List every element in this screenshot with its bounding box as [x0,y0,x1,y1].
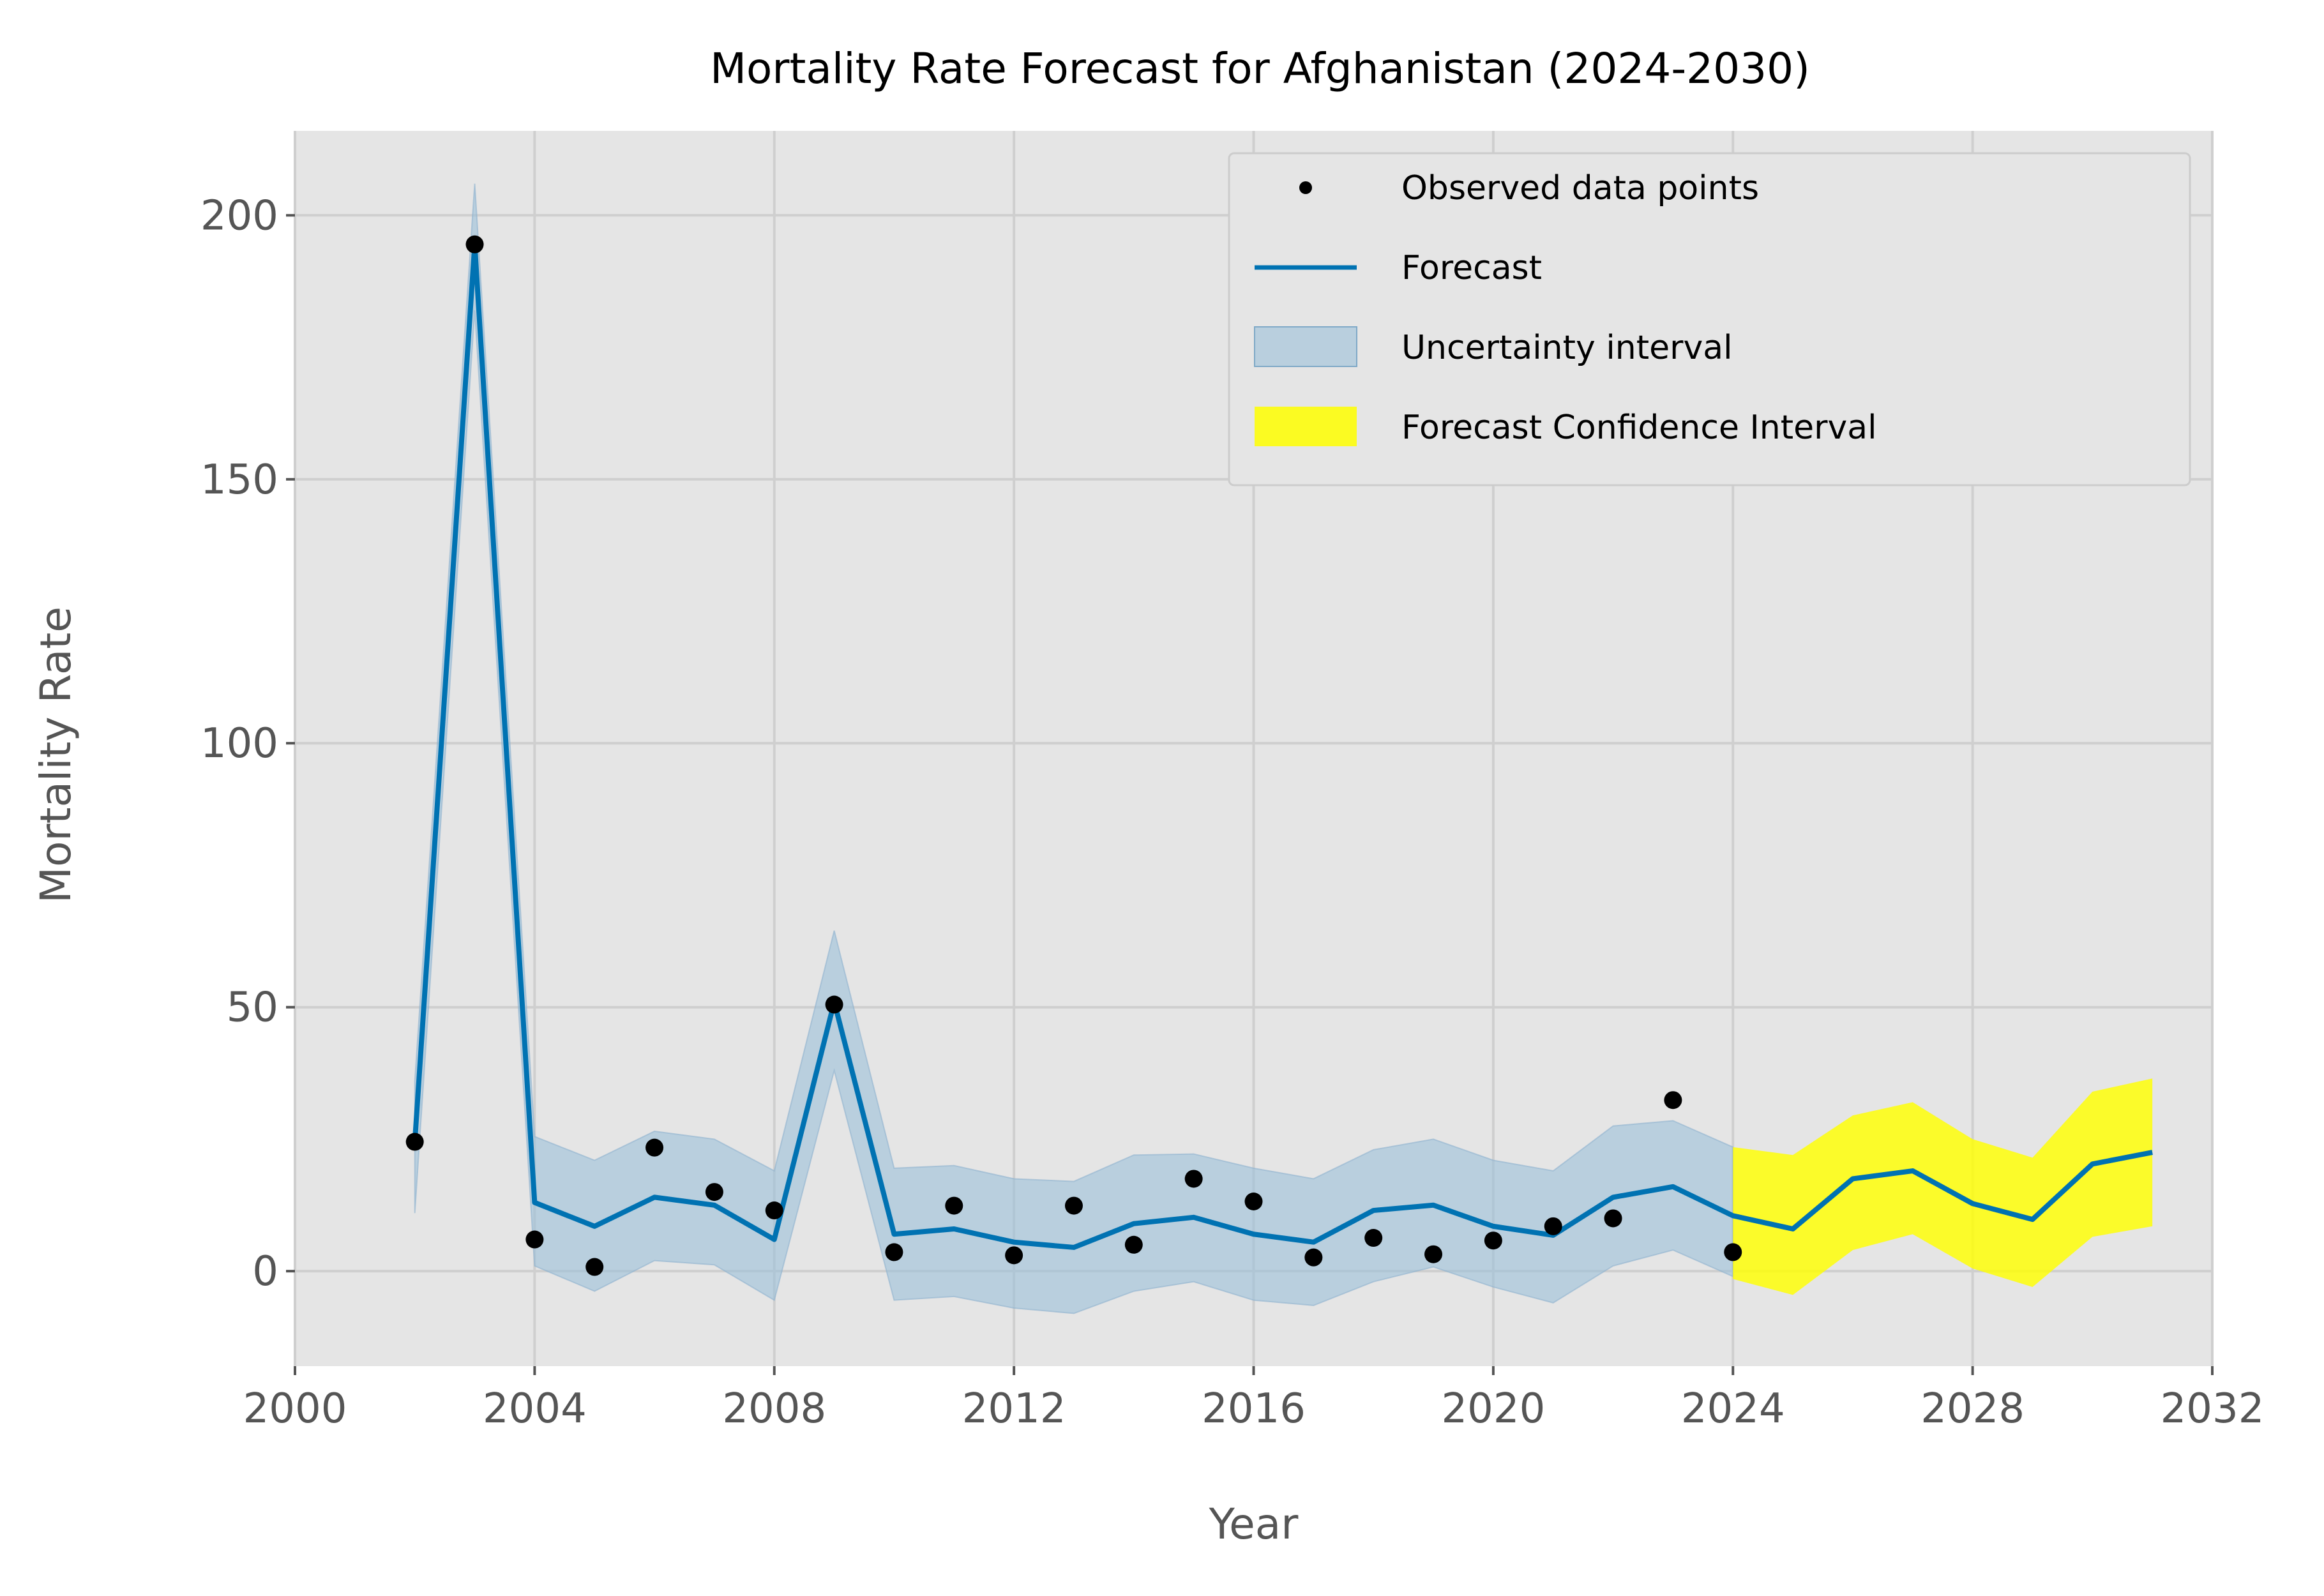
legend-label-uncertainty: Uncertainty interval [1401,329,1733,367]
observed-point [1664,1091,1682,1110]
legend-label-forecast: Forecast [1401,249,1542,287]
observed-point [945,1196,963,1215]
observed-point [585,1258,604,1276]
axis-ticks: 2000 2004 2008 2012 2016 2020 2024 2028 2032 0 50 1… [200,192,2265,1433]
observed-point [1364,1229,1383,1247]
observed-point [1304,1248,1323,1267]
legend-marker-confidence [1255,407,1357,446]
observed-point [885,1243,903,1261]
observed-point [465,235,484,253]
observed-point [1544,1217,1562,1235]
observed-point [405,1133,424,1151]
x-tick-label: 2012 [962,1385,1066,1433]
observed-points [405,235,1742,1276]
observed-point [1244,1193,1263,1210]
x-tick-label: 2008 [722,1385,826,1433]
x-tick-label: 2032 [2161,1385,2265,1433]
y-tick-label: 200 [200,192,278,239]
y-tick-label: 150 [200,456,278,504]
x-tick-label: 2000 [243,1385,347,1433]
x-tick-label: 2004 [483,1385,587,1433]
y-tick-label: 100 [200,720,278,767]
forecast-lines [412,241,2153,1250]
observed-point [765,1201,783,1220]
x-tick-label: 2020 [1441,1385,1545,1433]
observed-point [1124,1235,1143,1254]
y-tick-label: 50 [227,984,278,1032]
legend-marker-observed [1299,181,1312,194]
observed-point [1484,1231,1502,1250]
y-axis-label: Mortality Rate [31,606,80,903]
observed-point [525,1230,544,1249]
observed-point [1005,1246,1023,1265]
observed-point [1064,1196,1083,1215]
observed-point [825,995,843,1014]
x-tick-label: 2028 [1920,1385,2025,1433]
observed-point [1724,1243,1742,1261]
observed-point [1424,1245,1443,1263]
x-axis-label: Year [1209,1500,1299,1549]
forecast-line [412,241,2153,1250]
x-tick-label: 2016 [1202,1385,1306,1433]
y-tick-label: 0 [252,1248,278,1295]
chart-title: Mortality Rate Forecast for Afghanistan … [710,44,1810,93]
legend-marker-uncertainty [1254,326,1357,367]
legend-label-confidence: Forecast Confidence Interval [1401,409,1877,447]
observed-point [1604,1209,1622,1228]
x-tick-label: 2024 [1681,1385,1785,1433]
legend-box [1228,152,2191,486]
observed-point [1184,1170,1203,1188]
observed-point [705,1183,723,1201]
observed-point [645,1138,664,1157]
legend-label-observed: Observed data points [1401,169,1759,207]
legend: Observed data points Forecast Uncertaint… [1228,152,2191,486]
